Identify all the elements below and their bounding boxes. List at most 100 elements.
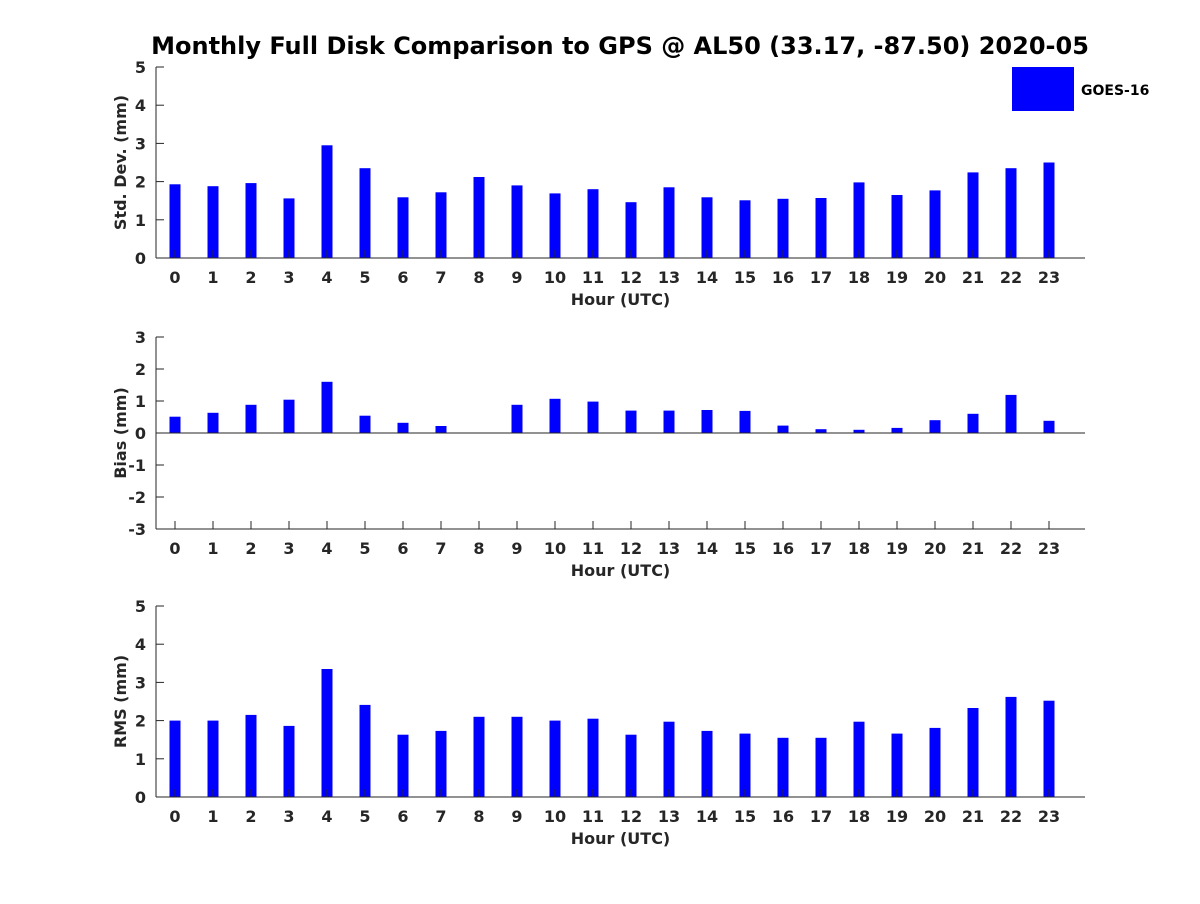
bar-0-9 <box>511 185 523 258</box>
bar-0-22 <box>1005 168 1017 258</box>
xtick-label-0-11: 11 <box>582 268 604 287</box>
xtick-label-0-1: 1 <box>207 268 218 287</box>
bar-0-4 <box>321 145 333 258</box>
ylabel-1: Bias (mm) <box>111 387 130 479</box>
bar-2-7 <box>435 730 447 797</box>
bar-1-13 <box>663 410 675 433</box>
xtick-label-0-3: 3 <box>283 268 294 287</box>
bar-0-21 <box>967 172 979 258</box>
bar-2-19 <box>891 733 903 797</box>
ytick-label-0-4: 4 <box>135 96 146 115</box>
bar-2-1 <box>207 720 219 797</box>
xtick-label-2-15: 15 <box>734 807 756 826</box>
bar-2-23 <box>1043 700 1055 797</box>
xtick-label-1-13: 13 <box>658 539 680 558</box>
xtick-label-0-16: 16 <box>772 268 794 287</box>
xtick-label-2-11: 11 <box>582 807 604 826</box>
bar-0-6 <box>397 197 409 258</box>
bar-1-23 <box>1043 420 1055 433</box>
bar-2-4 <box>321 669 333 797</box>
xtick-label-2-14: 14 <box>696 807 718 826</box>
xtick-label-0-22: 22 <box>1000 268 1022 287</box>
bar-0-13 <box>663 187 675 258</box>
xtick-label-2-9: 9 <box>511 807 522 826</box>
ytick-label-2-1: 1 <box>135 750 146 769</box>
xtick-label-0-14: 14 <box>696 268 718 287</box>
legend: GOES-16 <box>1012 67 1149 111</box>
xtick-label-1-21: 21 <box>962 539 984 558</box>
xtick-label-2-13: 13 <box>658 807 680 826</box>
ytick-label-1-2: 2 <box>135 360 146 379</box>
xtick-label-0-17: 17 <box>810 268 832 287</box>
xtick-label-0-8: 8 <box>473 268 484 287</box>
bar-0-12 <box>625 202 637 258</box>
bar-2-22 <box>1005 696 1017 797</box>
xtick-label-1-20: 20 <box>924 539 946 558</box>
bar-2-12 <box>625 734 637 797</box>
bar-1-21 <box>967 413 979 433</box>
xtick-label-2-0: 0 <box>169 807 180 826</box>
xlabel-1: Hour (UTC) <box>571 561 671 580</box>
xtick-label-2-22: 22 <box>1000 807 1022 826</box>
xtick-label-1-1: 1 <box>207 539 218 558</box>
ytick-label-1-1: 1 <box>135 392 146 411</box>
xtick-label-0-12: 12 <box>620 268 642 287</box>
xtick-label-1-8: 8 <box>473 539 484 558</box>
bar-2-11 <box>587 718 599 797</box>
xtick-label-1-2: 2 <box>245 539 256 558</box>
bar-0-17 <box>815 198 827 258</box>
xtick-label-2-18: 18 <box>848 807 870 826</box>
xtick-label-2-8: 8 <box>473 807 484 826</box>
ylabel-2: RMS (mm) <box>111 655 130 748</box>
xtick-label-1-5: 5 <box>359 539 370 558</box>
xtick-label-0-23: 23 <box>1038 268 1060 287</box>
xtick-label-0-7: 7 <box>435 268 446 287</box>
ytick-label-0-0: 0 <box>135 249 146 268</box>
xtick-label-1-3: 3 <box>283 539 294 558</box>
bar-0-20 <box>929 190 941 258</box>
xtick-label-2-20: 20 <box>924 807 946 826</box>
chart-title: Monthly Full Disk Comparison to GPS @ AL… <box>151 32 1089 60</box>
bar-1-15 <box>739 410 751 433</box>
bar-0-10 <box>549 193 561 258</box>
bar-1-9 <box>511 404 523 433</box>
bar-1-17 <box>815 429 827 433</box>
bar-1-6 <box>397 422 409 433</box>
xtick-label-1-15: 15 <box>734 539 756 558</box>
xtick-label-0-10: 10 <box>544 268 566 287</box>
bar-2-2 <box>245 714 257 797</box>
bar-0-2 <box>245 183 257 258</box>
xtick-label-1-9: 9 <box>511 539 522 558</box>
bar-0-8 <box>473 177 485 258</box>
bar-2-21 <box>967 708 979 797</box>
bar-1-1 <box>207 412 219 433</box>
ytick-label-2-0: 0 <box>135 788 146 807</box>
bar-2-20 <box>929 727 941 797</box>
xtick-label-2-4: 4 <box>321 807 332 826</box>
bar-1-11 <box>587 401 599 433</box>
xtick-label-2-1: 1 <box>207 807 218 826</box>
bar-2-18 <box>853 721 865 797</box>
bar-2-3 <box>283 725 295 797</box>
bar-0-3 <box>283 198 295 258</box>
bar-1-14 <box>701 410 713 433</box>
bar-2-15 <box>739 733 751 797</box>
bar-2-10 <box>549 720 561 797</box>
bar-1-12 <box>625 410 637 433</box>
xlabel-0: Hour (UTC) <box>571 290 671 309</box>
ytick-label-0-5: 5 <box>135 58 146 77</box>
bar-1-18 <box>853 429 865 433</box>
xtick-label-1-0: 0 <box>169 539 180 558</box>
xtick-label-2-6: 6 <box>397 807 408 826</box>
ytick-label-1--2: -2 <box>128 488 146 507</box>
xtick-label-2-16: 16 <box>772 807 794 826</box>
legend-label: GOES-16 <box>1081 83 1149 99</box>
xtick-label-2-7: 7 <box>435 807 446 826</box>
xtick-label-0-19: 19 <box>886 268 908 287</box>
